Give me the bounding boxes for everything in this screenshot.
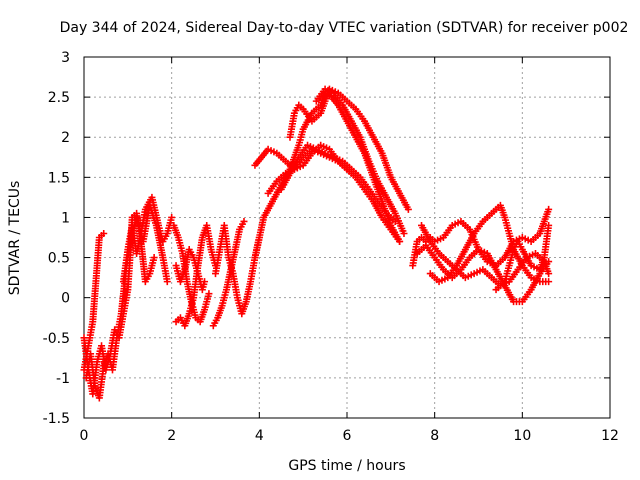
data-point [240, 217, 248, 225]
y-tick-label: 2.5 [48, 90, 70, 106]
y-tick-label: -1 [56, 371, 70, 387]
data-point [404, 205, 412, 213]
x-tick-labels: 0 2 4 6 8 10 12 [80, 428, 619, 444]
y-tick-label: 1.5 [48, 170, 70, 186]
x-tick-label: 10 [513, 428, 531, 444]
series-arc-4 [119, 193, 176, 286]
series-arc-20 [492, 221, 553, 294]
series-arc-9 [212, 221, 263, 318]
series-arc-11 [251, 89, 404, 262]
y-tick-labels: -1.5 -1 -0.5 0 0.5 1 1.5 2 2.5 3 [43, 50, 70, 427]
y-tick-label: 1 [61, 210, 70, 226]
data-point [545, 205, 553, 213]
data-point [545, 270, 553, 278]
x-tick-label: 8 [430, 428, 439, 444]
data-point [545, 278, 553, 286]
y-tick-label: -1.5 [43, 411, 70, 427]
x-axis-label: GPS time / hours [288, 458, 405, 474]
data-point [150, 254, 158, 262]
chart-title: Day 344 of 2024, Sidereal Day-to-day VTE… [60, 20, 629, 36]
series-arc-7 [172, 221, 219, 330]
y-tick-label: 2 [61, 130, 70, 146]
series-arc-16 [409, 205, 553, 270]
x-tick-label: 4 [255, 428, 264, 444]
series-arc-13 [277, 141, 399, 225]
series-arc-15 [312, 85, 408, 237]
data-point [201, 278, 209, 286]
x-tick-label: 12 [601, 428, 619, 444]
y-tick-label: 0.5 [48, 251, 70, 267]
y-axis-label: SDTVAR / TECUs [7, 181, 23, 296]
data-point [545, 221, 553, 229]
series-arc-19 [418, 221, 553, 290]
data-point [205, 290, 213, 298]
y-tick-label: 3 [61, 50, 70, 66]
y-tick-label: 0 [61, 291, 70, 307]
x-tick-label: 0 [80, 428, 89, 444]
data-point [163, 278, 171, 286]
data-point [100, 229, 108, 237]
data-point [168, 213, 176, 221]
y-tick-label: -0.5 [43, 331, 70, 347]
x-tick-label: 6 [343, 428, 352, 444]
x-tick-label: 2 [167, 428, 176, 444]
data-markers [80, 85, 553, 402]
data-point [400, 229, 408, 237]
data-point [396, 238, 404, 246]
